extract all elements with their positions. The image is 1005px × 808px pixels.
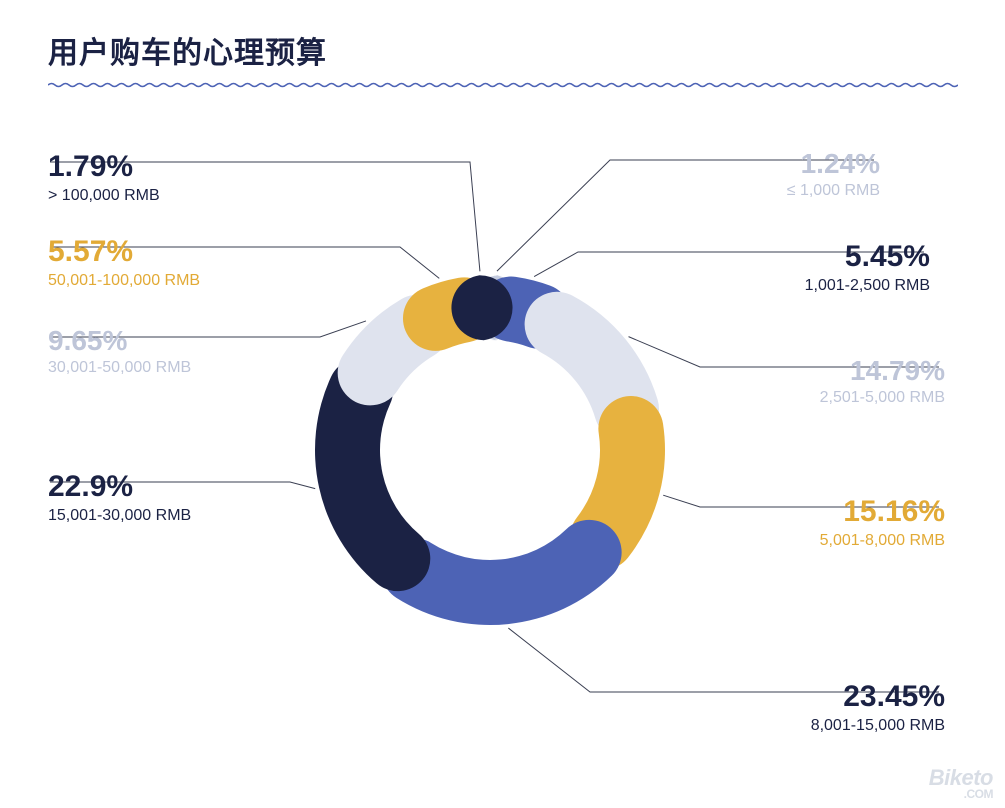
label-pct-30k_50k: 9.65% (48, 325, 191, 357)
label-pct-50k_100k: 5.57% (48, 235, 200, 270)
label-sub-2501_5000: 2,501-5,000 RMB (820, 389, 945, 407)
label-pct-5001_8000: 15.16% (820, 495, 945, 530)
watermark-line2: .COM (929, 789, 993, 800)
label-sub-50k_100k: 50,001-100,000 RMB (48, 272, 200, 290)
label-5001_8000: 15.16% 5,001-8,000 RMB (820, 495, 945, 550)
label-30k_50k: 9.65% 30,001-50,000 RMB (48, 325, 191, 378)
label-pct-gt100k: 1.79% (48, 150, 160, 185)
label-pct-1001_2500: 5.45% (805, 240, 930, 275)
label-sub-gt100k: > 100,000 RMB (48, 187, 160, 205)
label-pct-8001_15k: 23.45% (811, 680, 945, 715)
label-le1000: 1.24% ≤ 1,000 RMB (787, 148, 880, 201)
label-sub-5001_8000: 5,001-8,000 RMB (820, 532, 945, 550)
label-1001_2500: 5.45% 1,001-2,500 RMB (805, 240, 930, 295)
label-pct-le1000: 1.24% (787, 148, 880, 180)
label-8001_15k: 23.45% 8,001-15,000 RMB (811, 680, 945, 735)
watermark-line1: Biketo (929, 765, 993, 790)
label-sub-1001_2500: 1,001-2,500 RMB (805, 277, 930, 295)
label-pct-2501_5000: 14.79% (820, 355, 945, 387)
label-gt100k: 1.79% > 100,000 RMB (48, 150, 160, 205)
label-15k_30k: 22.9% 15,001-30,000 RMB (48, 470, 191, 525)
label-sub-30k_50k: 30,001-50,000 RMB (48, 359, 191, 377)
watermark: Biketo .COM (929, 768, 993, 800)
label-sub-15k_30k: 15,001-30,000 RMB (48, 507, 191, 525)
label-2501_5000: 14.79% 2,501-5,000 RMB (820, 355, 945, 408)
label-sub-8001_15k: 8,001-15,000 RMB (811, 717, 945, 735)
label-50k_100k: 5.57% 50,001-100,000 RMB (48, 235, 200, 290)
label-pct-15k_30k: 22.9% (48, 470, 191, 505)
label-sub-le1000: ≤ 1,000 RMB (787, 182, 880, 200)
